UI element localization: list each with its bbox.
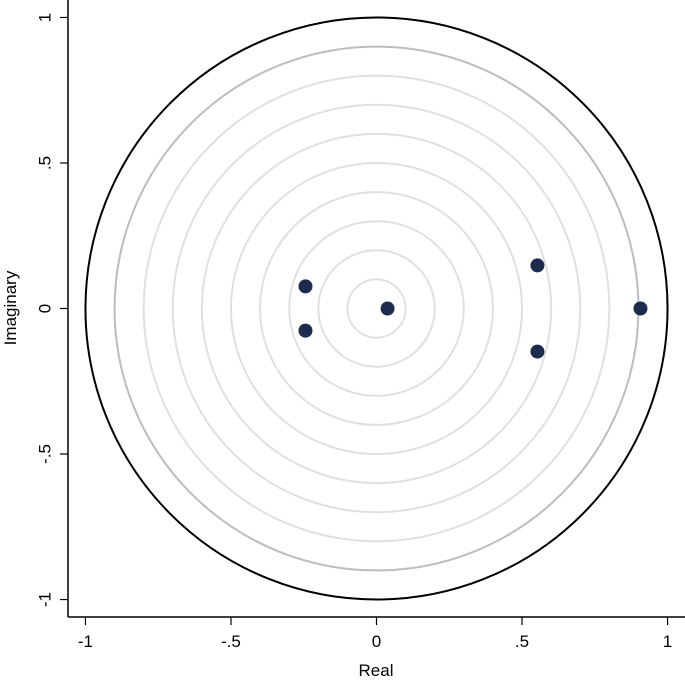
unit-circle [84,16,669,601]
y-axis-label: Imaginary [1,270,20,345]
point [530,344,545,359]
point [380,301,395,316]
modulus-circle [171,103,582,514]
modulus-circle [113,45,640,572]
modulus-circle [229,161,524,456]
y-tick-label: .5 [35,156,54,170]
x-tick-label: -.5 [221,632,241,651]
y-tick-label: -.5 [35,444,54,464]
modulus-circle [346,278,407,339]
x-tick-label: .5 [515,632,529,651]
y-tick-label: 1 [35,13,54,22]
y-tick-label: 0 [35,304,54,313]
point [298,279,313,294]
x-tick-label: 0 [372,632,381,651]
point [530,258,545,273]
x-tick-label: -1 [78,632,93,651]
modulus-circle [142,74,611,543]
x-tick-label: 1 [663,632,672,651]
modulus-circle [317,249,436,368]
x-axis-label: Real [359,661,394,680]
modulus-circle [259,191,494,426]
y-tick-label: -1 [35,592,54,607]
modulus-circle [200,132,553,485]
point [298,323,313,338]
modulus-circle [288,220,465,397]
point [633,301,648,316]
